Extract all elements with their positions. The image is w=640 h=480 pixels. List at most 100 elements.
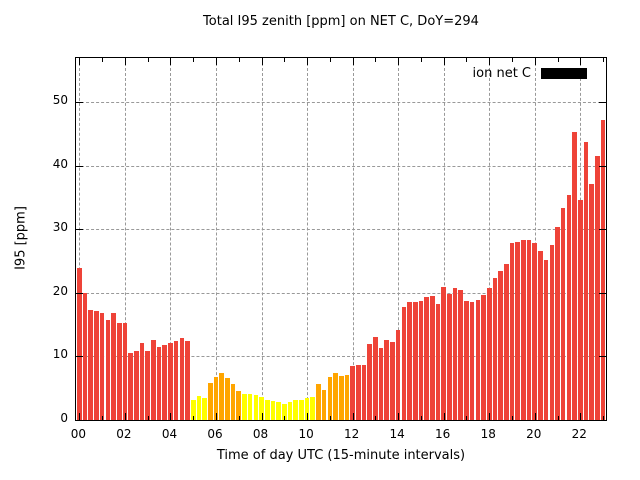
tick-mark <box>76 229 83 231</box>
tick-mark <box>599 229 606 231</box>
bar <box>173 340 179 420</box>
bar <box>498 271 503 420</box>
bar <box>122 322 128 420</box>
tick-mark <box>534 58 536 65</box>
bar <box>111 312 116 420</box>
bar <box>395 329 401 420</box>
tick-mark <box>329 416 331 420</box>
bar <box>99 313 105 420</box>
bar <box>185 340 190 420</box>
x-tick-label: 00 <box>70 427 87 441</box>
tick-mark <box>466 416 468 420</box>
bar <box>350 366 355 420</box>
y-tick-label: 0 <box>60 411 68 425</box>
bar <box>600 119 606 420</box>
x-tick-label: 14 <box>389 427 405 441</box>
tick-mark <box>193 416 195 420</box>
tick-mark <box>375 416 377 420</box>
bar <box>162 345 168 420</box>
tick-mark <box>599 356 606 358</box>
bar <box>276 402 281 420</box>
tick-mark <box>329 58 331 62</box>
tick-mark <box>489 413 491 420</box>
bar <box>566 195 572 420</box>
bar <box>145 351 150 420</box>
bar <box>555 226 560 420</box>
bar <box>338 375 344 420</box>
bar <box>327 376 333 420</box>
tick-mark <box>599 102 606 104</box>
tick-mark <box>580 58 582 65</box>
bar <box>213 377 219 420</box>
tick-mark <box>352 413 354 420</box>
bar <box>441 286 446 420</box>
bar <box>333 373 338 420</box>
tick-mark <box>580 413 582 420</box>
tick-mark <box>147 416 149 420</box>
bar <box>532 243 538 420</box>
gridline-vertical <box>534 58 536 420</box>
bar <box>492 278 498 420</box>
bar <box>202 397 207 420</box>
tick-mark <box>420 416 422 420</box>
tick-mark <box>307 413 309 420</box>
bar <box>356 364 361 420</box>
tick-mark <box>284 416 286 420</box>
bar <box>82 292 88 420</box>
tick-mark <box>443 413 445 420</box>
tick-mark <box>398 413 400 420</box>
tick-mark <box>603 416 605 420</box>
bar <box>105 319 111 420</box>
tick-mark <box>170 413 172 420</box>
bar <box>116 322 122 420</box>
bar <box>583 142 589 420</box>
bar <box>384 339 390 420</box>
bar <box>515 241 520 420</box>
gridline-vertical <box>170 58 172 420</box>
tick-mark <box>307 58 309 65</box>
bar <box>486 287 492 420</box>
x-tick-label: 08 <box>252 427 269 441</box>
bar <box>299 400 304 420</box>
tick-mark <box>102 416 104 420</box>
gridline-vertical <box>443 58 445 420</box>
bar <box>549 245 555 420</box>
gridline-vertical <box>216 58 217 420</box>
bar <box>401 306 407 420</box>
gridline-horizontal <box>76 292 606 294</box>
tick-mark <box>420 58 422 62</box>
gridline-vertical <box>79 58 81 420</box>
bar <box>196 395 202 420</box>
bar <box>293 400 298 420</box>
x-axis-label: Time of day UTC (15-minute intervals) <box>216 448 466 463</box>
gridline-horizontal <box>76 229 606 231</box>
bar <box>526 239 532 420</box>
gridline-vertical <box>124 58 126 420</box>
gridline-vertical <box>398 58 400 420</box>
bar <box>452 287 458 420</box>
gridline-horizontal <box>76 102 606 104</box>
bar <box>321 389 327 420</box>
y-tick-label: 50 <box>52 93 68 108</box>
tick-mark <box>79 413 81 420</box>
y-tick-label: 10 <box>52 347 68 362</box>
tick-mark <box>352 58 354 65</box>
bar <box>458 290 464 420</box>
y-axis-label: I95 [ppm] <box>13 206 29 270</box>
bar-layer <box>76 58 606 420</box>
bar <box>407 301 412 420</box>
tick-mark <box>238 416 240 420</box>
x-tick-label: 10 <box>298 427 314 441</box>
tick-mark <box>375 58 377 62</box>
bar <box>304 398 310 420</box>
bar <box>156 346 162 420</box>
tick-mark <box>124 58 126 65</box>
tick-mark <box>557 58 559 62</box>
x-tick-label: 22 <box>571 427 587 441</box>
legend-label: ion net C <box>472 66 531 81</box>
bar <box>560 207 566 420</box>
bar <box>464 300 469 420</box>
tick-mark <box>216 413 217 420</box>
gridline-horizontal <box>76 165 606 167</box>
